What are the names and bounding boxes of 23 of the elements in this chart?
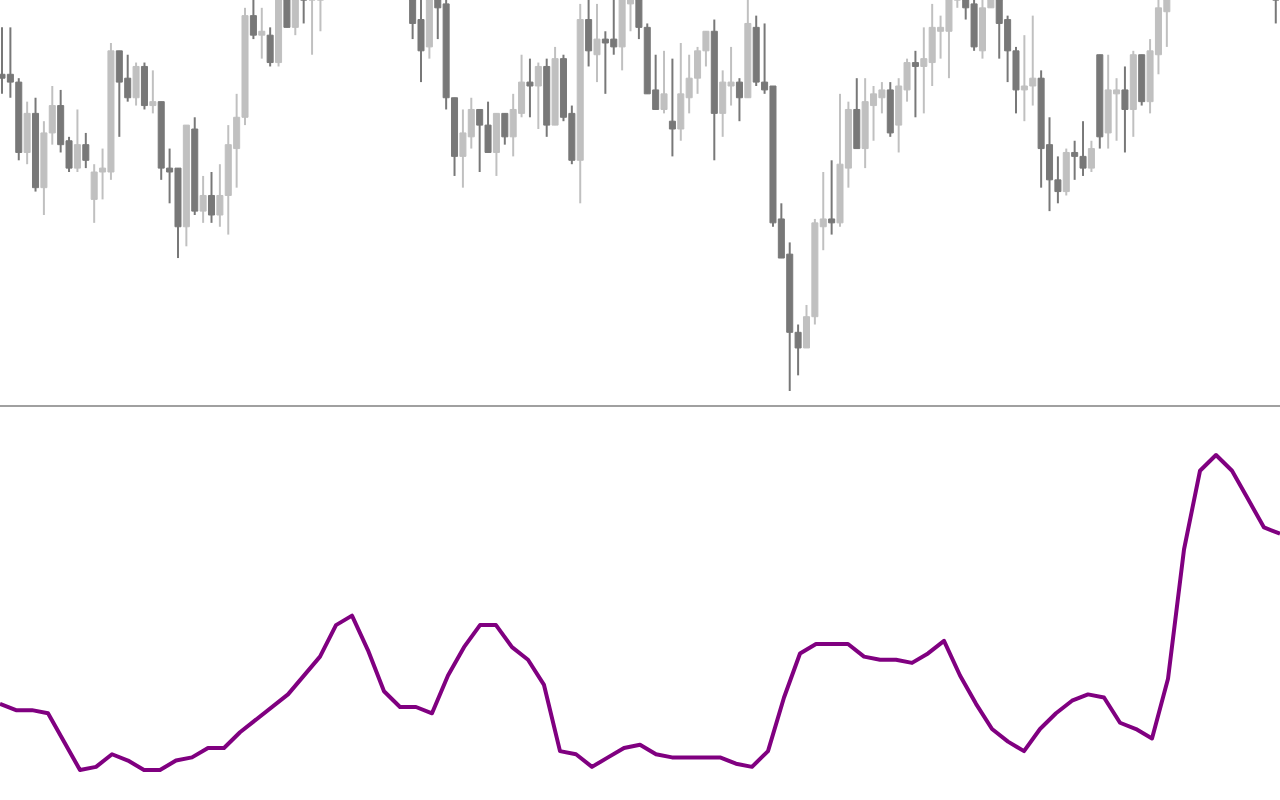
candlestick	[534, 61, 542, 131]
candlestick	[1272, 0, 1280, 25]
candlestick	[300, 0, 308, 25]
candlestick	[199, 174, 207, 224]
candlestick	[308, 0, 316, 56]
candlestick	[73, 108, 81, 174]
candlestick	[207, 171, 216, 224]
candlestick	[149, 69, 157, 115]
candlestick	[258, 6, 266, 60]
candlestick	[828, 159, 836, 236]
candlestick	[316, 0, 324, 33]
candlestick	[526, 57, 534, 119]
candlestick	[920, 26, 928, 115]
candlestick	[668, 57, 676, 158]
candlestick	[82, 131, 90, 170]
candlestick	[249, 0, 257, 41]
candlestick	[1121, 65, 1129, 154]
candlestick	[593, 2, 601, 84]
candlestick	[911, 49, 919, 119]
candlestick	[501, 112, 509, 146]
candlestick	[1087, 139, 1095, 174]
candlestick	[660, 49, 668, 115]
candlestick	[735, 77, 743, 123]
